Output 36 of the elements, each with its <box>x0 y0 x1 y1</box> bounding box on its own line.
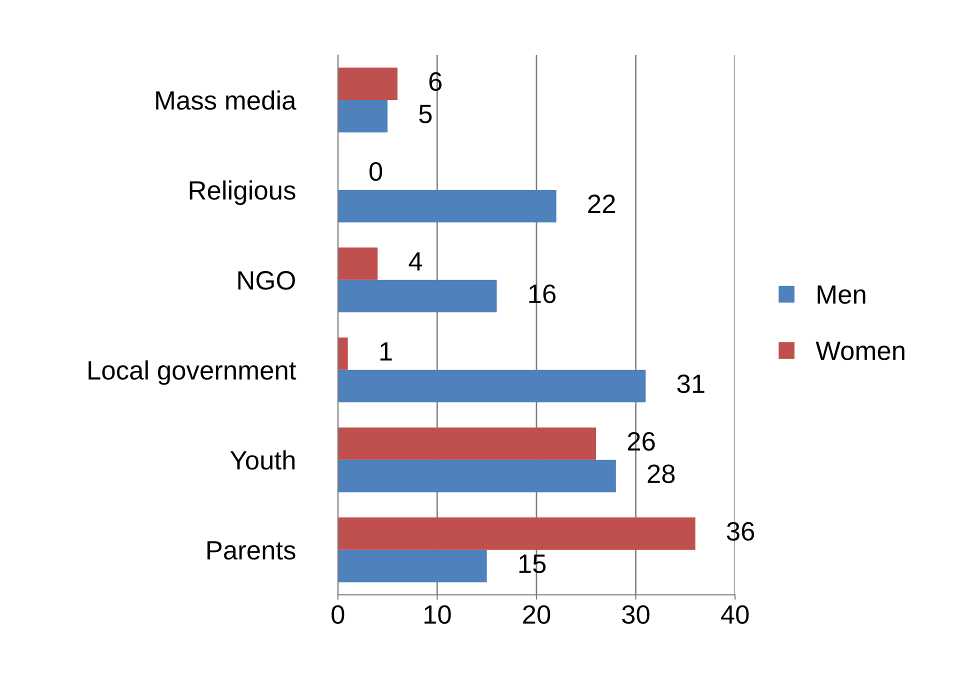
data-label: 31 <box>677 374 704 394</box>
bar <box>338 68 398 100</box>
x-tick-label: 20 <box>523 605 550 624</box>
bar <box>338 100 388 132</box>
legend-label: Men <box>818 285 866 304</box>
bar <box>338 550 487 582</box>
x-tick-label: 40 <box>720 605 749 624</box>
y-tick-label: Youth <box>230 450 295 470</box>
data-label: 6 <box>429 72 442 91</box>
x-tick-label: 30 <box>622 605 650 624</box>
y-tick-label: Parents <box>207 541 296 560</box>
data-label: 26 <box>628 432 655 451</box>
data-label: 22 <box>588 194 615 213</box>
bar <box>338 427 596 460</box>
y-tick-label: Religious <box>190 180 296 205</box>
data-label: 1 <box>380 342 392 361</box>
legend-label: Women <box>816 342 904 360</box>
bar <box>338 460 616 492</box>
bar <box>338 280 497 312</box>
x-tick-label: 10 <box>424 605 451 624</box>
bar <box>338 190 556 222</box>
bar <box>338 337 348 370</box>
data-label: 5 <box>419 104 432 124</box>
x-tick-label: 0 <box>332 605 344 624</box>
bar <box>338 517 696 550</box>
data-label: 15 <box>519 554 546 574</box>
bar <box>338 248 378 280</box>
data-label: 0 <box>369 162 382 181</box>
data-label: 16 <box>529 284 556 304</box>
y-tick-label: NGO <box>238 271 295 290</box>
y-tick-label: Local government <box>88 360 296 385</box>
bar <box>338 370 646 402</box>
data-label: 4 <box>408 252 422 271</box>
data-label: 28 <box>648 464 675 484</box>
y-tick-label: Mass media <box>156 90 296 110</box>
data-label: 36 <box>726 522 754 541</box>
